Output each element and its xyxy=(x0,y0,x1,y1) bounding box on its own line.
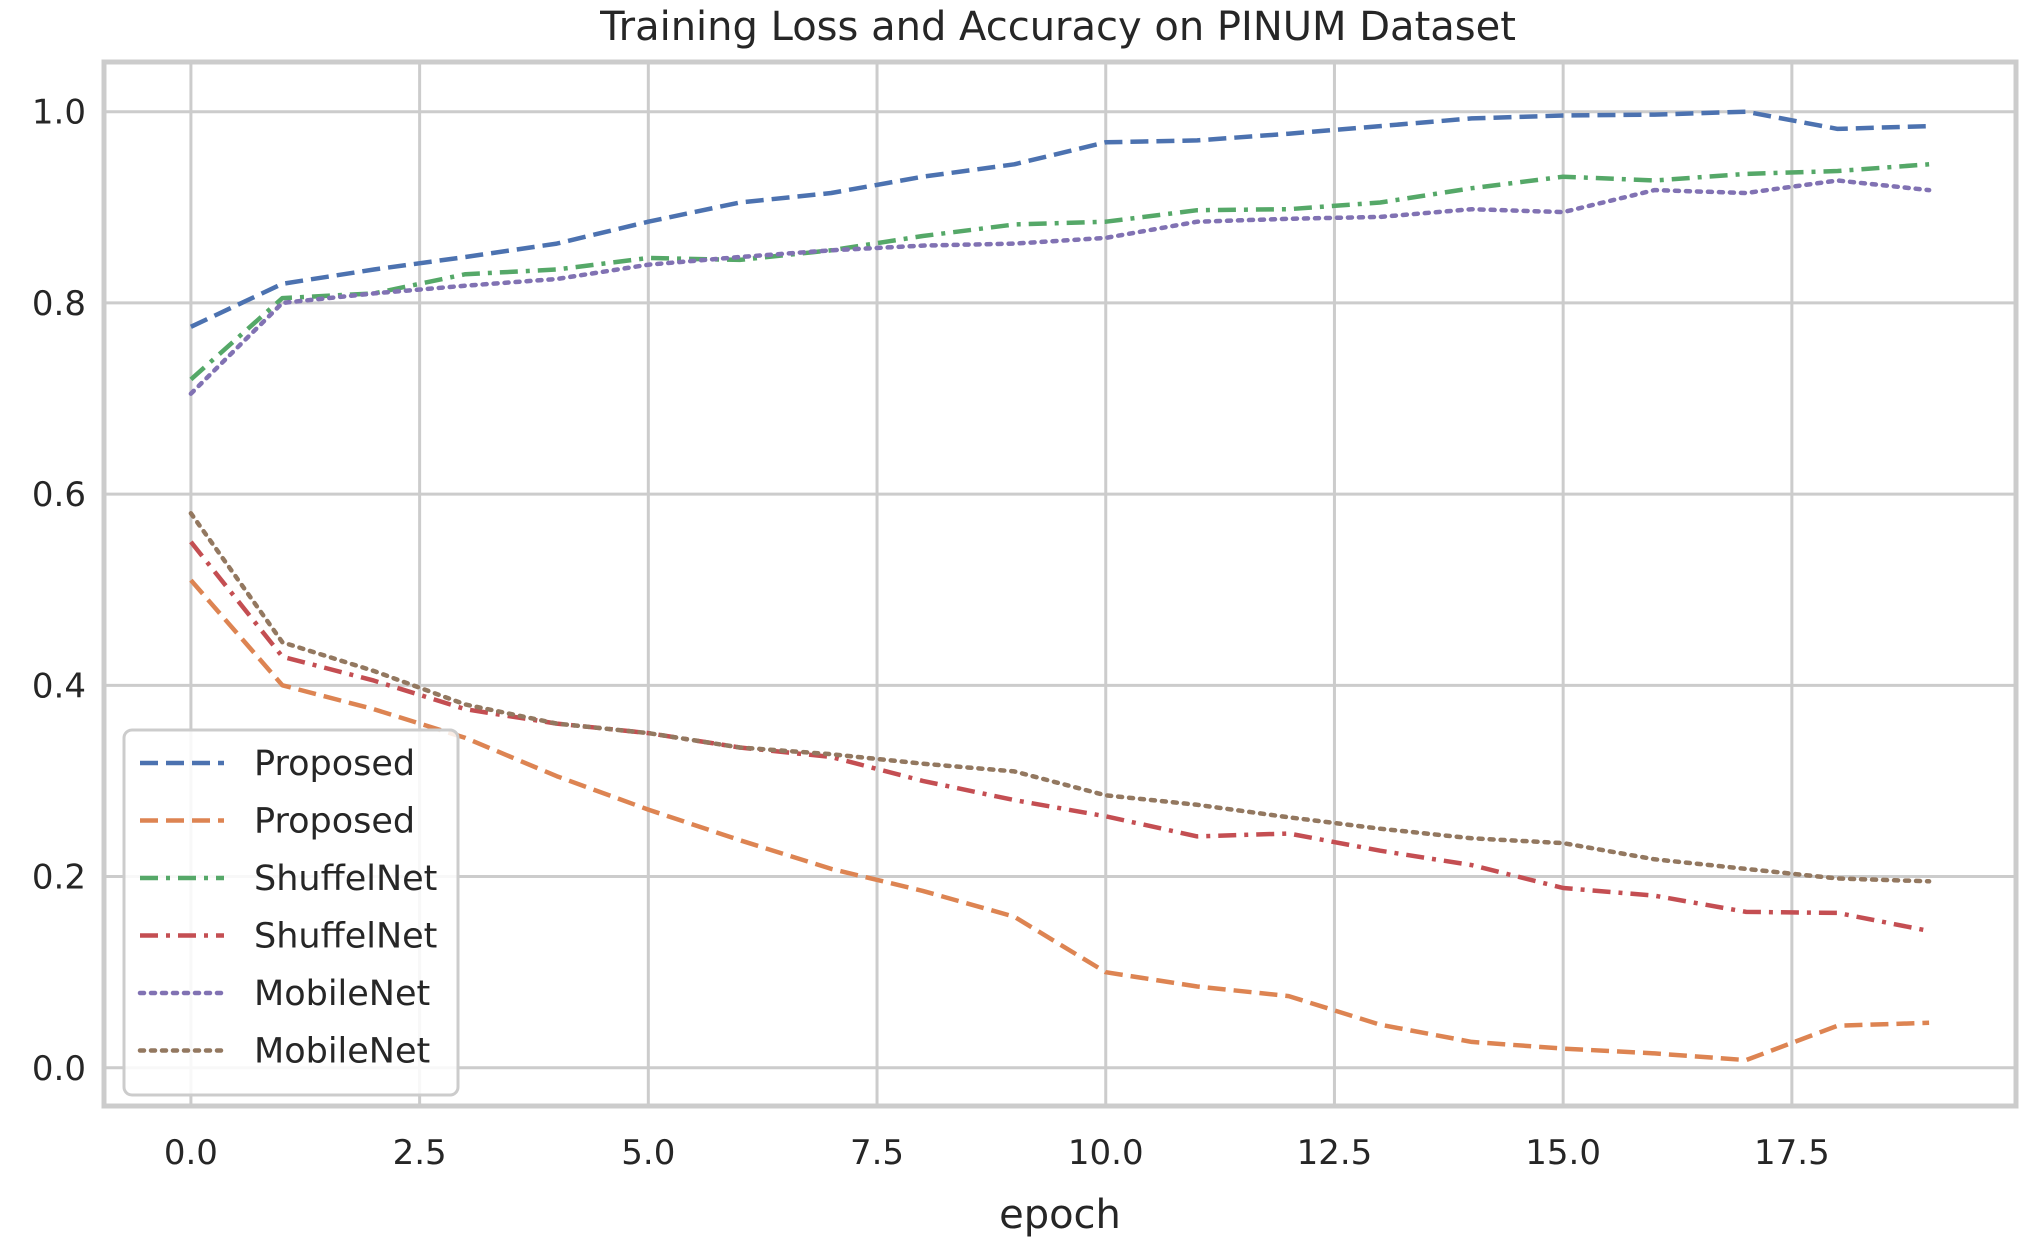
series-line-proposed-acc xyxy=(189,109,1930,329)
x-axis-ticks: 0.0 2.5 5.0 7.5 10.0 12.5 15.0 17.5 xyxy=(164,1133,1830,1173)
chart-title: Training Loss and Accuracy on PINUM Data… xyxy=(599,4,1516,50)
plot-frame xyxy=(101,59,2019,1109)
x-tick-label: 2.5 xyxy=(393,1133,447,1173)
legend-label-proposed-loss: Proposed xyxy=(254,802,415,842)
x-tick-label: 10.0 xyxy=(1068,1133,1144,1173)
legend-label-mobilenet-loss: MobileNet xyxy=(254,1032,430,1072)
series-line-proposed-loss xyxy=(189,578,1930,1063)
legend-label-mobilenet-acc: MobileNet xyxy=(254,974,430,1014)
x-tick-label: 0.0 xyxy=(164,1133,218,1173)
y-tick-label: 0.2 xyxy=(32,858,86,898)
y-tick-label: 0.8 xyxy=(32,284,86,324)
series-line-shufflenet-loss xyxy=(189,540,1930,934)
legend-label-proposed-acc: Proposed xyxy=(254,744,415,784)
x-axis-title: epoch xyxy=(999,1192,1121,1238)
series-line-mobilenet-acc xyxy=(188,178,1932,396)
y-tick-label: 0.6 xyxy=(32,475,86,515)
grid xyxy=(104,62,2016,1106)
x-tick-label: 12.5 xyxy=(1297,1133,1373,1173)
y-tick-label: 0.0 xyxy=(32,1049,86,1089)
legend: Proposed Proposed ShuffelNet ShuffelNet Mobi… xyxy=(122,728,460,1097)
y-tick-label: 1.0 xyxy=(32,93,86,133)
series-layer xyxy=(188,109,1932,1063)
legend-label-shufflenet-loss: ShuffelNet xyxy=(254,917,437,957)
x-tick-label: 15.0 xyxy=(1525,1133,1601,1173)
x-tick-label: 17.5 xyxy=(1754,1133,1830,1173)
y-tick-label: 0.4 xyxy=(32,666,86,706)
y-axis-ticks: 0.0 0.2 0.4 0.6 0.8 1.0 xyxy=(32,93,86,1089)
series-line-mobilenet-loss xyxy=(188,511,1932,884)
x-tick-label: 7.5 xyxy=(850,1133,904,1173)
series-line-shufflenet-acc xyxy=(189,162,1930,382)
x-tick-label: 5.0 xyxy=(621,1133,675,1173)
legend-label-shufflenet-acc: ShuffelNet xyxy=(254,859,437,899)
